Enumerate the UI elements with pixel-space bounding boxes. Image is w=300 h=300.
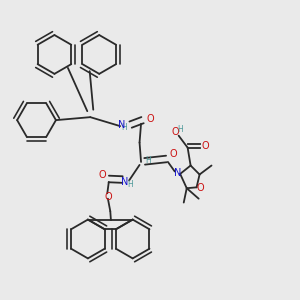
Text: O: O xyxy=(105,192,112,202)
Text: O: O xyxy=(146,114,154,124)
Text: O: O xyxy=(197,183,204,193)
Text: O: O xyxy=(169,148,177,159)
Text: O: O xyxy=(201,141,209,151)
Text: H: H xyxy=(122,123,128,132)
Text: O: O xyxy=(172,127,179,137)
Text: N: N xyxy=(121,177,128,187)
Text: H: H xyxy=(177,124,183,134)
Text: H: H xyxy=(128,179,134,188)
Text: O: O xyxy=(98,170,106,180)
Text: H: H xyxy=(146,156,152,165)
Text: N: N xyxy=(118,120,125,130)
Text: N: N xyxy=(174,168,182,178)
